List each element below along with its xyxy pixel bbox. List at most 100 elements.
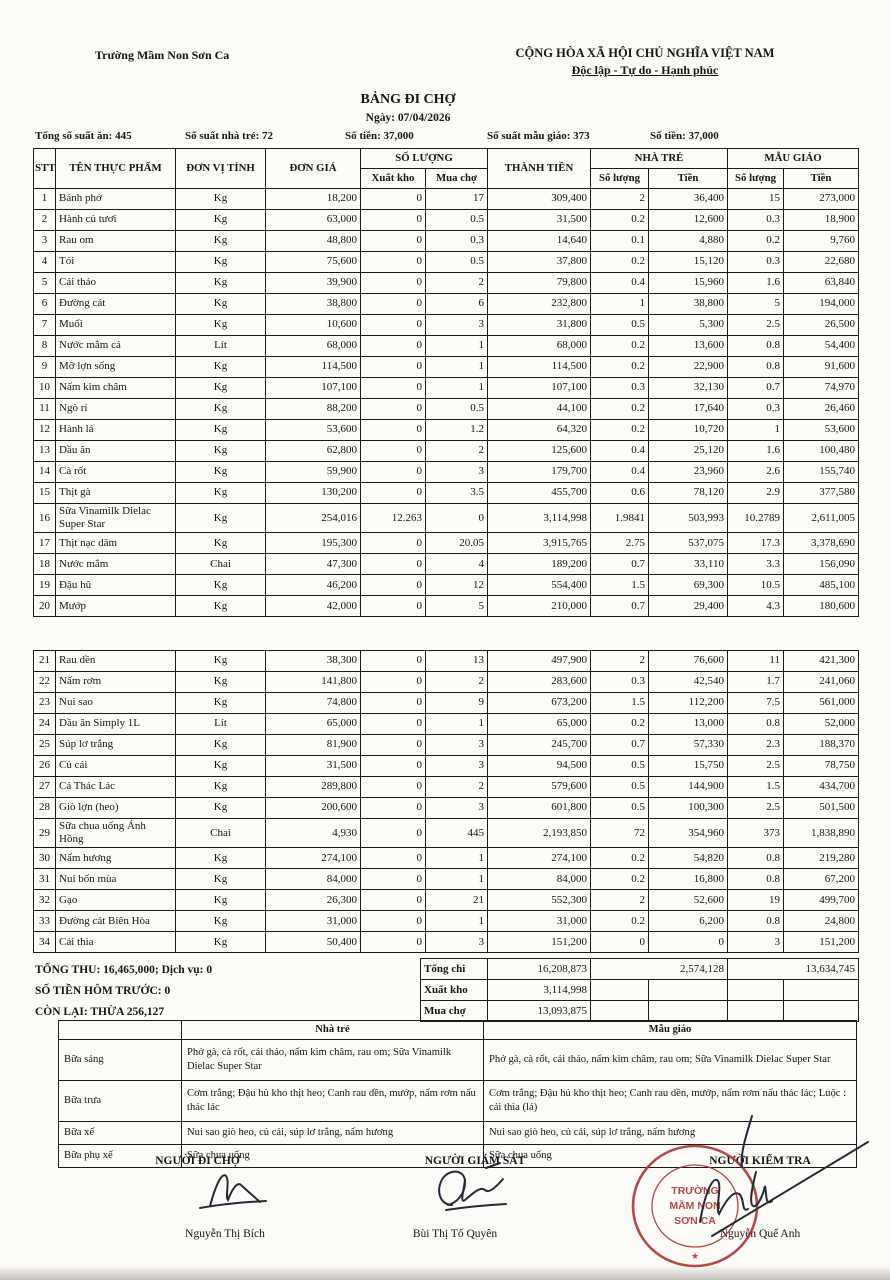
cell: 2.6 — [727, 461, 785, 483]
cell: Cá Thác Lác — [55, 776, 176, 798]
cell: 0 — [590, 931, 649, 954]
cell: 100,300 — [648, 797, 728, 819]
cell: 5 — [425, 595, 488, 618]
cell: 17 — [33, 532, 56, 555]
cell: Kg — [175, 188, 266, 210]
cell: 0 — [360, 419, 426, 441]
meal-label: Bữa phụ xế — [58, 1144, 182, 1168]
cell: 188,370 — [783, 734, 859, 756]
cell: 18,900 — [783, 209, 860, 231]
cell: 1.7 — [727, 671, 784, 693]
cell: 0 — [360, 574, 426, 597]
cell: 27 — [33, 776, 56, 798]
cell: 0 — [360, 532, 426, 555]
cell: 65,000 — [265, 713, 361, 735]
table-row: 13 Dầu ăn Kg 62,800 0 2 125,600 0.4 25,120 1.6 100… — [33, 440, 860, 462]
cell: 42,000 — [265, 595, 361, 618]
signature-ink-supervisor — [438, 1162, 507, 1211]
empty-cell — [648, 1000, 728, 1022]
cell: 274,100 — [265, 847, 361, 870]
cell: 1 — [425, 356, 488, 378]
signature-title-supervisor: NGƯỜI GIÁM SÁT — [424, 1155, 526, 1167]
food-table-block1: STT TÊN THỰC PHẨM ĐƠN VỊ TÍNH ĐƠN GIÁ SỐ… — [33, 148, 860, 618]
cell: 4,880 — [647, 230, 729, 252]
cell: 44,100 — [487, 398, 591, 420]
table-row: 32 Gạo Kg 26,300 0 21 552,300 2 52,600 19 499,700 — [33, 889, 859, 912]
cell: Ngò rí — [55, 398, 176, 420]
cell: 601,800 — [487, 797, 591, 819]
cell: Thịt gà — [55, 482, 176, 504]
cell: 0.2 — [590, 713, 649, 735]
cell: 25,120 — [647, 440, 729, 462]
cell: 0.3 — [727, 398, 785, 420]
summary-row-market-buy: Mua chợ 13,093,875 — [420, 1000, 859, 1022]
cell: 0.3 — [590, 671, 649, 693]
cell: 22,900 — [647, 356, 729, 378]
meal-nursery: Phở gà, cà rốt, cải thảo, nấm kim châm, … — [181, 1039, 484, 1081]
cell: 7.5 — [727, 692, 784, 714]
cell: 2 — [590, 188, 649, 210]
meal-nursery: Cơm trắng; Đậu hủ kho thịt heo; Canh rau… — [181, 1080, 484, 1122]
scan-shadow-band — [0, 1266, 890, 1280]
cell: 76,600 — [648, 650, 728, 672]
cell: Kg — [175, 502, 266, 534]
cell: 12 — [33, 419, 56, 441]
cell: 68,000 — [265, 335, 361, 357]
cell: 354,960 — [648, 817, 728, 849]
table-row: 7 Muối Kg 10,600 0 3 31,800 0.5 5,300 2.5 26,500 — [33, 314, 860, 336]
cell: 5,300 — [647, 314, 729, 336]
cell: 0.7 — [590, 553, 649, 576]
cell: Kg — [175, 419, 266, 441]
stat-kindergarten-servings: Số suất mẫu giáo: 373 — [487, 130, 590, 142]
cell: 1 — [425, 868, 488, 891]
cell: Kg — [175, 461, 266, 483]
cell: 10.5 — [727, 574, 785, 597]
cell: 130,200 — [265, 482, 361, 504]
cell: 2 — [425, 671, 488, 693]
cell: 20 — [33, 595, 56, 618]
cell: 14 — [33, 461, 56, 483]
cell: 6 — [33, 293, 56, 315]
cell: 52,000 — [783, 713, 859, 735]
cell: 15,120 — [647, 251, 729, 273]
cell: 0 — [360, 251, 426, 273]
empty-cell — [648, 979, 728, 1001]
cell: Muối — [55, 314, 176, 336]
cell: 2,611,005 — [783, 502, 860, 534]
cell: 114,500 — [265, 356, 361, 378]
cell: 72 — [590, 817, 649, 849]
cell: Rau dền — [55, 650, 176, 672]
cell: 1 — [727, 419, 785, 441]
table-row: 29 Sữa chua uống Ánh Hồng Chai 4,930 0 445 2,1… — [33, 817, 859, 849]
cell: 31,500 — [487, 209, 591, 231]
menu-table: Nhà trẻ Mẫu giáo Bữa sáng Phở gà, cà rốt… — [58, 1020, 857, 1168]
cell: Cải thìa — [55, 931, 176, 954]
cell: 0 — [360, 817, 426, 849]
cell: 273,000 — [783, 188, 860, 210]
summary-left-block: TỔNG THU: 16,465,000; Dịch vụ: 0 SỐ TIỀN… — [35, 960, 212, 1023]
cell: 552,300 — [487, 889, 591, 912]
cell: 1 — [33, 188, 56, 210]
cell: 0 — [360, 692, 426, 714]
cell: 283,600 — [487, 671, 591, 693]
cell: Kg — [175, 595, 266, 618]
cell: 156,090 — [783, 553, 860, 576]
cell: 2 — [590, 650, 649, 672]
stat-amount-kindergarten: Số tiền: 37,000 — [650, 130, 719, 142]
cell: 62,800 — [265, 440, 361, 462]
cell: 2 — [590, 889, 649, 912]
cell: 232,800 — [487, 293, 591, 315]
cell: 6,200 — [648, 910, 728, 933]
cell: Kg — [175, 931, 266, 954]
cell: 84,000 — [487, 868, 591, 891]
cell: 18 — [33, 553, 56, 576]
cell: 78,120 — [647, 482, 729, 504]
table-row: 28 Giò lợn (heo) Kg 200,600 0 3 601,800 0.5 100,… — [33, 797, 859, 819]
cell: 107,100 — [487, 377, 591, 399]
cell: 0.2 — [590, 910, 649, 933]
cell: 1.6 — [727, 440, 785, 462]
cell: Kg — [175, 692, 266, 714]
stamp-line3: SƠN CA — [674, 1215, 716, 1227]
table-row: 23 Nui sao Kg 74,800 0 9 673,200 1.5 112,200 7.5 5… — [33, 692, 859, 714]
cell: Nấm rơm — [55, 671, 176, 693]
